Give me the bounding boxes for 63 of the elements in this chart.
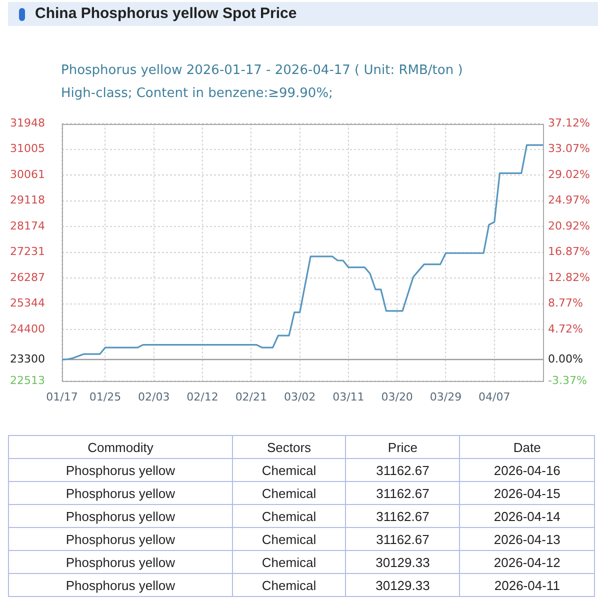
category-label: Date — [460, 436, 594, 458]
y-tick-label: 23300 — [10, 352, 45, 366]
x-tick-label: 01/25 — [89, 390, 122, 404]
y-tick-label: 22513 — [10, 374, 45, 387]
y-tick-label: 25344 — [10, 296, 45, 310]
text: Chemical — [262, 532, 316, 546]
y-tick-label: 31005 — [10, 142, 45, 156]
x-tick-label: 01/17 — [46, 390, 78, 404]
text: 30129.33 — [376, 578, 430, 592]
x-tick-label: 03/11 — [332, 390, 364, 404]
y-tick-label: 30061 — [10, 168, 45, 181]
text: 30129.33 — [376, 554, 430, 570]
y-tick-label: 31948 — [10, 116, 45, 130]
x-tick-label: 03/02 — [284, 390, 316, 404]
text: Phosphorus yellow — [66, 462, 176, 478]
text: 31162.67 — [376, 508, 430, 524]
y2-tick-label: 29.02% — [548, 168, 590, 181]
text: Chemical — [262, 554, 316, 570]
text: 2026-04-16 — [494, 462, 560, 478]
y2-tick-label: 33.07% — [548, 142, 590, 156]
text: 2026-04-14 — [494, 508, 560, 524]
y-tick-label: 27231 — [10, 245, 45, 258]
y2-tick-label: 8.77% — [548, 296, 583, 310]
y2-tick-label: 16.87% — [548, 245, 590, 258]
x-tick-label: 02/03 — [138, 390, 170, 404]
text: Phosphorus yellow — [66, 578, 176, 592]
text: Chemical — [262, 508, 316, 524]
text: 31162.67 — [376, 532, 430, 546]
category-label: Commodity — [8, 436, 232, 458]
x-tick-label: 04/07 — [478, 390, 510, 404]
category-label: Price — [346, 436, 460, 458]
text: 2026-04-11 — [494, 578, 560, 592]
text: 31162.67 — [376, 462, 430, 478]
text: Chemical — [262, 578, 316, 592]
chart-title: China Phosphorus yellow Spot Price — [35, 5, 297, 22]
y2-tick-label: 24.97% — [548, 194, 590, 207]
y2-tick-label: 37.12% — [548, 116, 590, 130]
y2-tick-label: 4.72% — [548, 322, 583, 336]
y2-tick-label: 0.00% — [548, 352, 583, 366]
y-tick-label: 24400 — [10, 322, 45, 336]
x-tick-label: 02/12 — [186, 390, 218, 404]
x-tick-label: 03/20 — [381, 390, 413, 404]
text: Phosphorus yellow — [66, 532, 176, 546]
y2-tick-label: 12.82% — [548, 270, 590, 284]
x-tick-label: 03/29 — [430, 390, 462, 404]
y-tick-label: 28174 — [10, 219, 45, 232]
text: 2026-04-12 — [494, 554, 560, 570]
y2-tick-label: 20.92% — [548, 219, 590, 232]
text: High-class; Content in benzene:≥99.90%; — [61, 86, 333, 101]
x-tick-label: 02/21 — [235, 390, 268, 404]
text: 31162.67 — [376, 486, 430, 500]
chart-subtitle: Phosphorus yellow 2026-01-17 - 2026-04-17 ( Unit: RMB/ton ) — [61, 63, 463, 78]
text: Phosphorus yellow — [66, 554, 176, 570]
text: Chemical — [262, 462, 316, 478]
y2-tick-label: -3.37% — [548, 374, 587, 387]
text: 2026-04-15 — [494, 486, 560, 500]
text: Phosphorus yellow — [66, 486, 176, 500]
text: 2026-04-13 — [494, 532, 560, 546]
text: Phosphorus yellow — [66, 508, 176, 524]
text: Chemical — [262, 486, 316, 500]
y-tick-label: 26287 — [10, 270, 45, 284]
category-label: Sectors — [232, 436, 346, 458]
y-tick-label: 29118 — [10, 194, 45, 207]
